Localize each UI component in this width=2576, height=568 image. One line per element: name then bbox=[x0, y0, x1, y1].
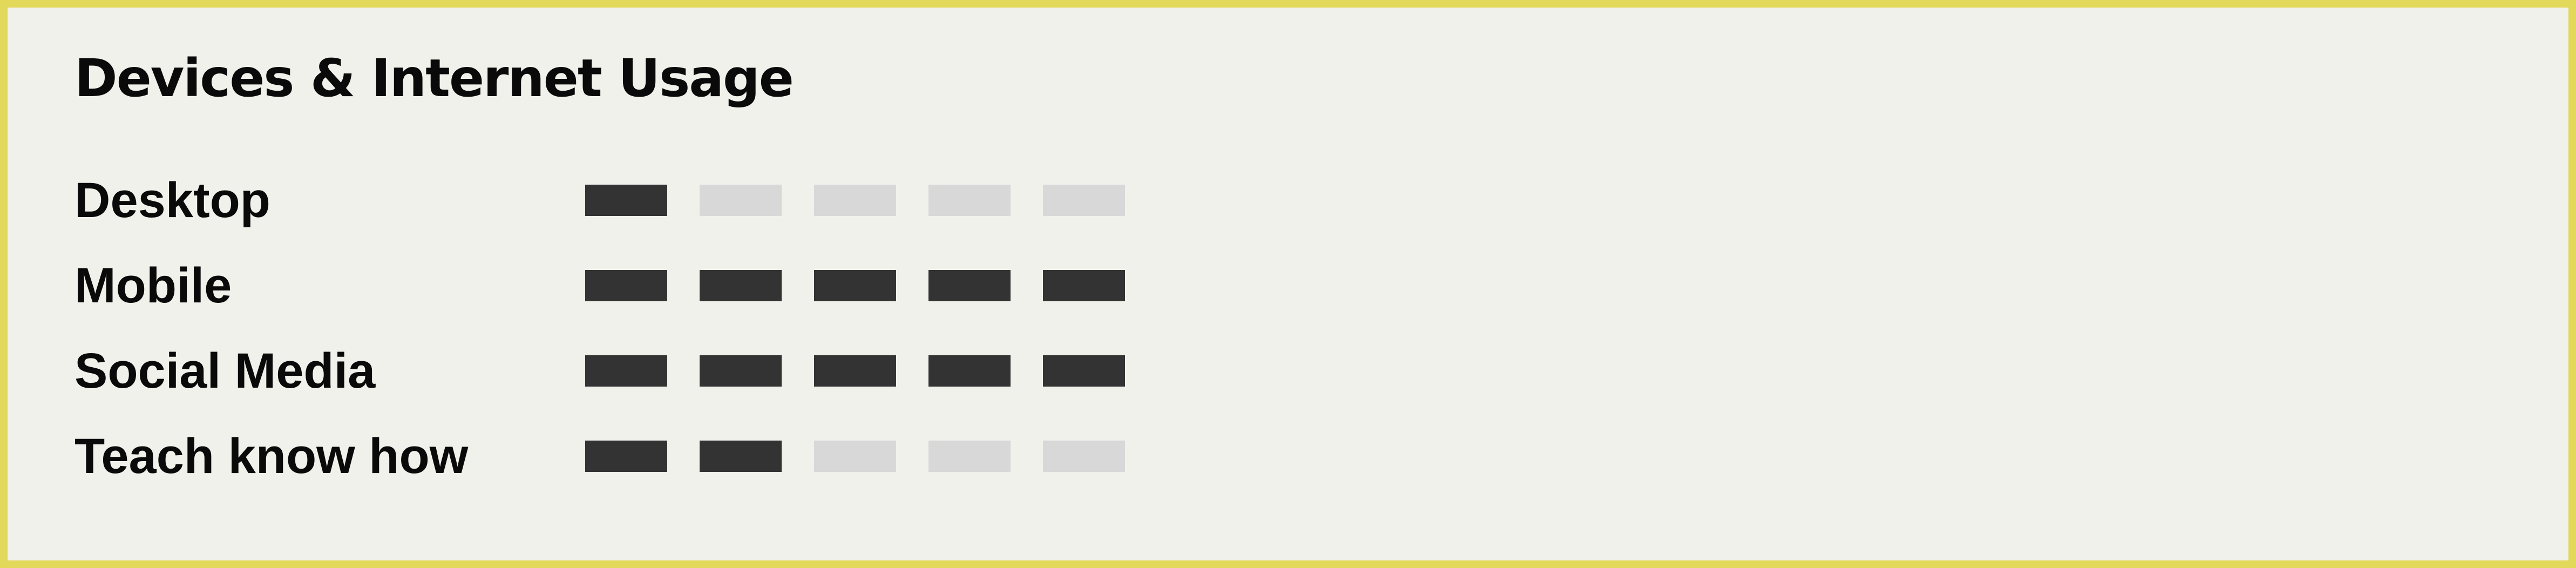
rating-segment-filled bbox=[585, 270, 667, 301]
rating-label-social-media: Social Media bbox=[74, 343, 376, 398]
rating-segment-filled bbox=[585, 185, 667, 216]
rating-segment-filled bbox=[814, 270, 896, 301]
card-title: Devices & Internet Usage bbox=[74, 48, 794, 109]
rating-segment-filled bbox=[1043, 355, 1125, 387]
rating-meter-social-media bbox=[585, 355, 1125, 387]
rating-row-desktop: Desktop bbox=[74, 158, 1154, 243]
rating-segment-empty bbox=[1043, 441, 1125, 472]
rating-row-teach-know-how: Teach know how bbox=[74, 414, 1154, 499]
rating-list: Desktop Mobile Social Media Teach know h… bbox=[74, 158, 1154, 499]
rating-segment-empty bbox=[700, 185, 782, 216]
rating-label-desktop: Desktop bbox=[74, 173, 270, 228]
rating-segment-filled bbox=[585, 355, 667, 387]
rating-label-mobile: Mobile bbox=[74, 258, 232, 313]
rating-segment-empty bbox=[1043, 185, 1125, 216]
rating-label-teach-know-how: Teach know how bbox=[74, 429, 469, 484]
rating-segment-filled bbox=[928, 355, 1011, 387]
rating-segment-filled bbox=[928, 270, 1011, 301]
rating-segment-filled bbox=[585, 441, 667, 472]
rating-row-social-media: Social Media bbox=[74, 328, 1154, 414]
rating-segment-empty bbox=[928, 441, 1011, 472]
rating-segment-filled bbox=[700, 441, 782, 472]
rating-segment-filled bbox=[1043, 270, 1125, 301]
rating-row-mobile: Mobile bbox=[74, 243, 1154, 328]
rating-segment-empty bbox=[814, 441, 896, 472]
rating-meter-teach-know-how bbox=[585, 441, 1125, 472]
rating-meter-desktop bbox=[585, 185, 1125, 216]
rating-segment-empty bbox=[814, 185, 896, 216]
rating-segment-filled bbox=[700, 355, 782, 387]
rating-segment-filled bbox=[700, 270, 782, 301]
rating-meter-mobile bbox=[585, 270, 1125, 301]
rating-segment-empty bbox=[928, 185, 1011, 216]
rating-segment-filled bbox=[814, 355, 896, 387]
